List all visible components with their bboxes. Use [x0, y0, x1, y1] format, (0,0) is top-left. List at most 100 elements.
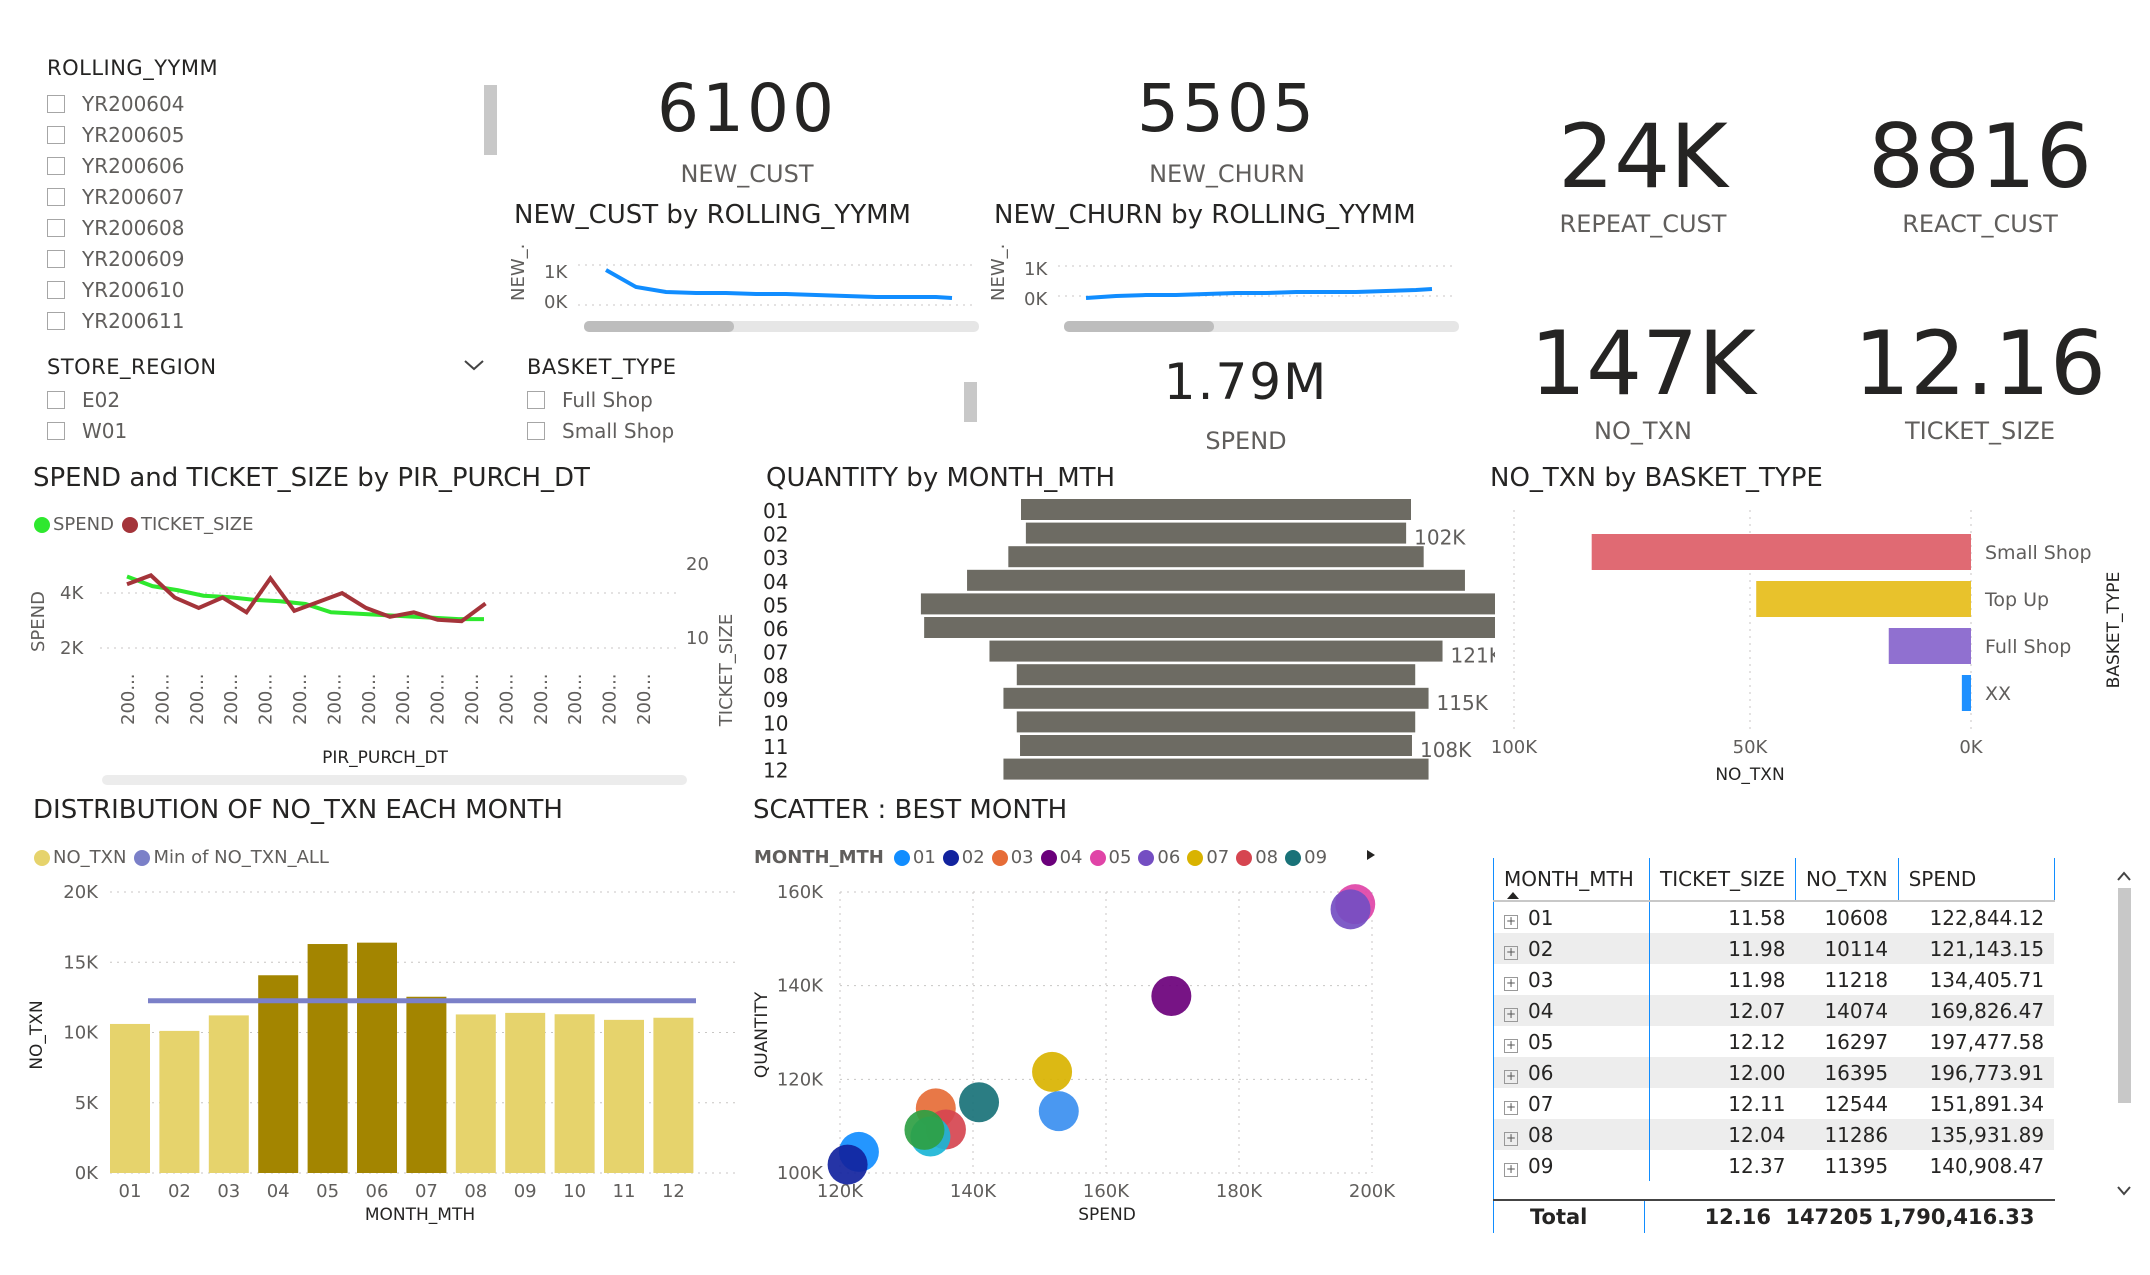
scatter-legend: MONTH_MTH 01 02 03 04 05 06 07 08 09: [754, 847, 1334, 868]
checkbox[interactable]: [47, 125, 65, 144]
expand-plus-icon[interactable]: +: [1504, 1006, 1518, 1022]
checkbox[interactable]: [527, 390, 545, 409]
new-cust-spark-scrollbar-thumb[interactable]: [584, 321, 734, 332]
x-tick-label: 200...: [221, 673, 242, 725]
matrix-scrollbar[interactable]: [2118, 888, 2131, 1103]
checkbox[interactable]: [47, 280, 65, 299]
scatter-legend-label: 02: [961, 847, 985, 868]
matrix-header-ticket[interactable]: TICKET_SIZE: [1649, 858, 1796, 901]
spark2-tick-0k: 0K: [1024, 289, 1048, 310]
matrix-header-notxn[interactable]: NO_TXN: [1795, 858, 1899, 901]
matrix-cell-month[interactable]: +01: [1493, 901, 1650, 933]
store-region-item[interactable]: W01: [47, 415, 127, 446]
scatter-x-tick: 120K: [817, 1181, 864, 1202]
rolling-yymm-item[interactable]: YR200607: [47, 181, 184, 212]
basket-slicer-scrollbar[interactable]: [964, 382, 977, 422]
expand-plus-icon[interactable]: +: [1504, 1099, 1518, 1115]
rolling-yymm-item[interactable]: YR200611: [47, 305, 184, 336]
dist-x-tick: 11: [613, 1181, 636, 1202]
quantity-category-label: 03: [763, 546, 788, 570]
quantity-category-label: 05: [763, 593, 788, 617]
quantity-category-label: 08: [763, 664, 788, 688]
matrix-row: +08 12.04 11286 135,931.89: [1493, 1119, 2055, 1150]
expand-plus-icon[interactable]: +: [1504, 913, 1518, 929]
checkbox[interactable]: [47, 249, 65, 268]
scatter-point: [904, 1109, 945, 1150]
matrix-cell: 12.00: [1728, 1060, 1786, 1085]
rolling-slicer-scrollbar[interactable]: [484, 85, 497, 155]
scroll-up-icon[interactable]: [2116, 870, 2132, 882]
chevron-down-icon[interactable]: [462, 357, 486, 373]
matrix-cell-month[interactable]: +06: [1493, 1057, 1650, 1088]
x-tick-label: 200...: [393, 673, 414, 725]
matrix-cell-month[interactable]: +09: [1493, 1150, 1650, 1181]
matrix-row: +09 12.37 11395 140,908.47: [1493, 1150, 2055, 1181]
expand-plus-icon[interactable]: +: [1504, 1161, 1518, 1177]
matrix-cell: 121,143.15: [1929, 936, 2045, 961]
basket-type-item[interactable]: Full Shop: [527, 384, 674, 415]
legend-no-txn-marker: [34, 849, 50, 866]
quantity-chart-title: QUANTITY by MONTH_MTH: [766, 463, 1116, 493]
scatter-legend-marker: [991, 849, 1008, 866]
new-churn-spark-scrollbar-thumb[interactable]: [1064, 321, 1214, 332]
checkbox[interactable]: [47, 421, 65, 440]
matrix-cell-month[interactable]: +03: [1493, 964, 1650, 995]
matrix-cell-month[interactable]: +02: [1493, 933, 1650, 964]
dist-x-tick: 07: [415, 1181, 438, 1202]
quantity-category-label: 11: [763, 735, 788, 759]
dist-x-tick: 01: [119, 1181, 142, 1202]
scatter-legend-label: 01: [912, 847, 936, 868]
scatter-chart-title: SCATTER : BEST MONTH: [753, 795, 1068, 825]
dist-x-tick: 06: [366, 1181, 389, 1202]
rolling-yymm-item[interactable]: YR200606: [47, 150, 184, 181]
rolling-yymm-item[interactable]: YR200609: [47, 243, 184, 274]
x-tick-label: 200...: [600, 673, 621, 725]
rolling-yymm-item[interactable]: YR200608: [47, 212, 184, 243]
matrix-header-spend[interactable]: SPEND: [1898, 858, 2055, 901]
legend-no-txn-label: NO_TXN: [53, 847, 127, 868]
matrix-cell-month[interactable]: +04: [1493, 995, 1650, 1026]
expand-plus-icon[interactable]: +: [1504, 975, 1518, 991]
sort-ascending-icon[interactable]: [1506, 890, 1520, 900]
matrix-total-ticket: 12.16: [1704, 1205, 1771, 1229]
new-cust-spark-line: [605, 268, 953, 300]
matrix-total-notxn: 147205: [1785, 1205, 1873, 1229]
rolling-yymm-item[interactable]: YR200605: [47, 119, 184, 150]
basket-bar: [1961, 675, 1971, 711]
expand-plus-icon[interactable]: +: [1504, 944, 1518, 960]
legend-next-arrow-icon[interactable]: [1364, 847, 1378, 863]
checkbox[interactable]: [47, 218, 65, 237]
kpi-no-txn-value: 147K: [1530, 312, 1756, 415]
kpi-new-churn-label: NEW_CHURN: [1149, 160, 1305, 188]
scroll-down-icon[interactable]: [2116, 1185, 2132, 1197]
dist-x-tick: 10: [563, 1181, 586, 1202]
matrix-cell-month[interactable]: +08: [1493, 1119, 1650, 1150]
basket-type-item[interactable]: Small Shop: [527, 415, 674, 446]
quantity-category-label: 07: [763, 641, 788, 665]
x-tick-label: 200...: [531, 673, 552, 725]
matrix-cell-month[interactable]: +05: [1493, 1026, 1650, 1057]
expand-plus-icon[interactable]: +: [1504, 1130, 1518, 1146]
rolling-yymm-item[interactable]: YR200604: [47, 88, 184, 119]
no-txn-column: [653, 1017, 694, 1173]
matrix-month-label: 04: [1528, 998, 1554, 1023]
quantity-data-label: 115K: [1437, 691, 1489, 715]
checkbox[interactable]: [47, 156, 65, 175]
checkbox[interactable]: [47, 390, 65, 409]
matrix-month-label: 08: [1528, 1122, 1554, 1147]
matrix-cell-month[interactable]: +07: [1493, 1088, 1650, 1119]
checkbox[interactable]: [527, 421, 545, 440]
rolling-yymm-list: YR200604 YR200605 YR200606 YR200607 YR200608…: [47, 88, 184, 336]
x-tick-label: 200...: [152, 673, 173, 725]
checkbox[interactable]: [47, 311, 65, 330]
rolling-yymm-item-label: YR200609: [82, 246, 185, 271]
rolling-yymm-item[interactable]: YR200610: [47, 274, 184, 305]
checkbox[interactable]: [47, 187, 65, 206]
checkbox[interactable]: [47, 94, 65, 113]
matrix-header-month[interactable]: MONTH_MTH: [1493, 858, 1650, 901]
expand-plus-icon[interactable]: +: [1504, 1068, 1518, 1084]
store-region-item[interactable]: E02: [47, 384, 127, 415]
kpi-react-cust-value: 8816: [1868, 105, 2092, 208]
expand-plus-icon[interactable]: +: [1504, 1037, 1518, 1053]
new-churn-spark-chart: NEW_... 1K 0K: [990, 245, 1459, 332]
